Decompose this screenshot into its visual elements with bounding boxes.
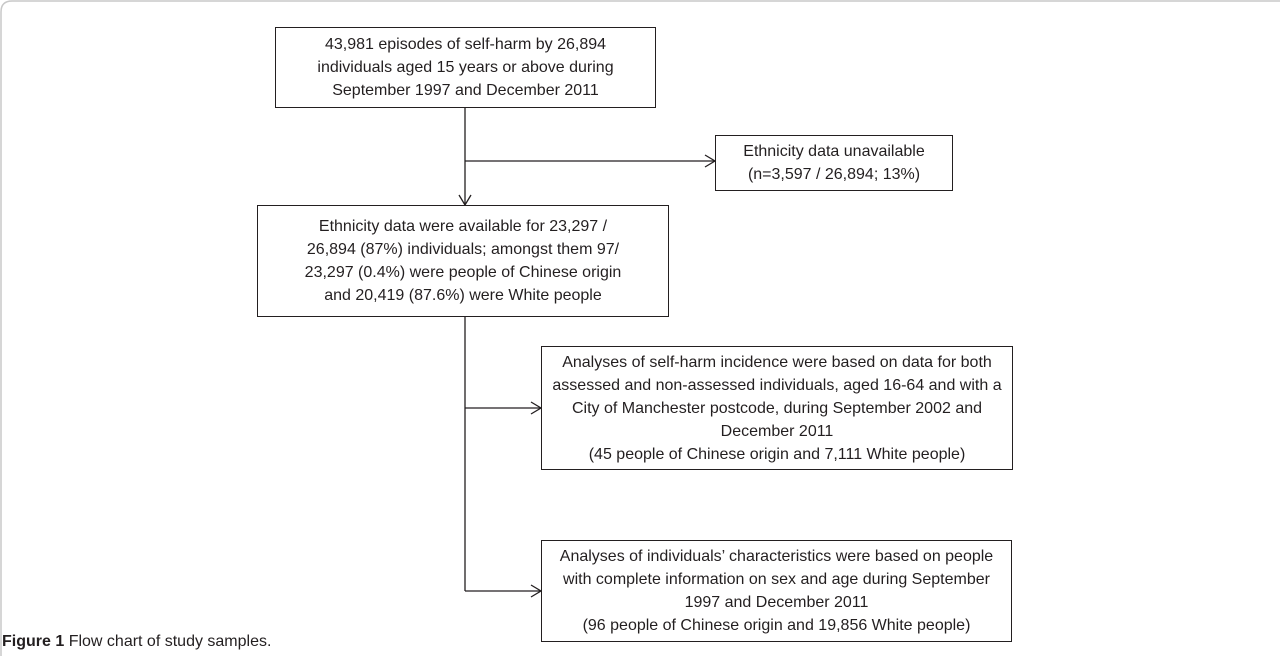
figure-caption-text: Flow chart of study samples. — [68, 633, 272, 650]
box-unavailable-line: (n=3,597 / 26,894; 13%) — [747, 166, 921, 183]
box-incidence-analysis: Analyses of self-harm incidence were bas… — [541, 346, 1013, 470]
box-unavailable-line: Ethnicity data unavailable — [743, 143, 925, 160]
box-characteristics-line: Analyses of individuals’ characteristics… — [559, 548, 994, 565]
box-incidence-line: Analyses of self-harm incidence were bas… — [562, 353, 992, 371]
box-available-line: Ethnicity data were available for 23,297… — [318, 218, 608, 235]
box-ethnicity-available: Ethnicity data were available for 23,297… — [257, 205, 669, 317]
box-start-line: individuals aged 15 years or above durin… — [317, 59, 614, 76]
box-start-line: September 1997 and December 2011 — [332, 82, 599, 99]
box-incidence-line: December 2011 — [720, 422, 834, 440]
figure-caption: Figure 1 Flow chart of study samples. — [2, 633, 271, 651]
box-incidence-line: City of Manchester postcode, during Sept… — [571, 399, 983, 417]
box-characteristics-line: with complete information on sex and age… — [563, 571, 990, 588]
box-start: 43,981 episodes of self-harm by 26,894 i… — [275, 27, 656, 108]
box-incidence-line: (45 people of Chinese origin and 7,111 W… — [588, 445, 966, 463]
box-start-line: 43,981 episodes of self-harm by 26,894 — [324, 36, 607, 53]
figure-caption-label: Figure 1 — [2, 633, 65, 650]
box-characteristics-analysis: Analyses of individuals’ characteristics… — [541, 540, 1012, 642]
box-characteristics-line: (96 people of Chinese origin and 19,856 … — [582, 617, 971, 634]
box-ethnicity-unavailable: Ethnicity data unavailable (n=3,597 / 26… — [715, 135, 953, 191]
box-characteristics-line: 1997 and December 2011 — [684, 594, 869, 611]
box-available-line: 26,894 (87%) individuals; amongst them 9… — [306, 241, 620, 258]
box-available-line: and 20,419 (87.6%) were White people — [324, 287, 602, 304]
box-incidence-line: assessed and non-assessed individuals, a… — [552, 376, 1002, 394]
box-available-line: 23,297 (0.4%) were people of Chinese ori… — [304, 264, 622, 281]
